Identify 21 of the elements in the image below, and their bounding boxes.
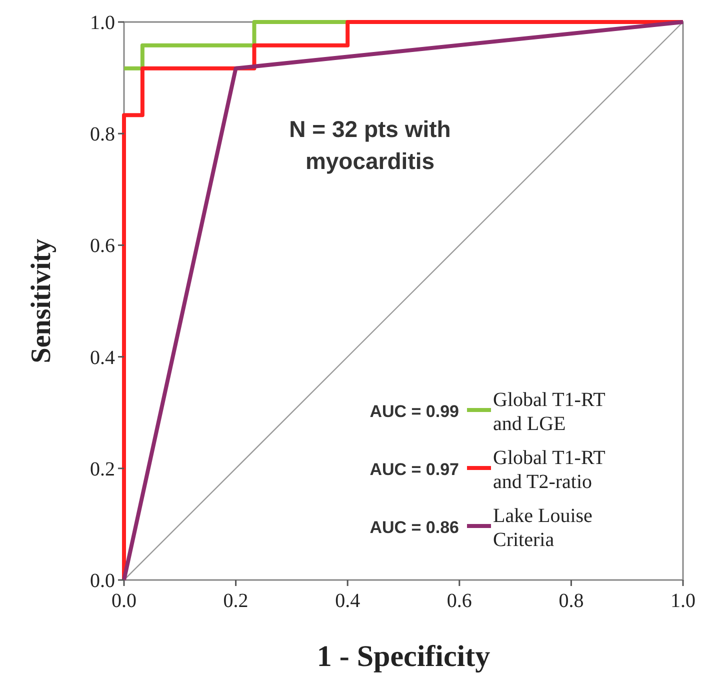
legend-label: Lake Louise Criteria (493, 505, 593, 551)
y-tick-label: 1.0 (90, 12, 115, 34)
x-tick-label: 0.0 (112, 590, 136, 612)
y-axis-title: Sensitivity (26, 238, 57, 364)
annotation: AUC = 0.99 (370, 402, 459, 421)
y-tick-label: 0.4 (90, 346, 115, 369)
x-tick-label: 0.2 (223, 590, 248, 612)
x-tick-label: 0.6 (446, 590, 472, 612)
y-tick-label: 0.2 (90, 458, 115, 480)
annotation: AUC = 0.86 (370, 518, 459, 537)
y-tick-label: 0.8 (90, 124, 115, 146)
x-tick-label: 0.4 (335, 590, 360, 612)
legend-label: Global T1-RT and T2-ratio (493, 447, 606, 493)
y-tick-label: 0.6 (90, 235, 115, 258)
legend-label: Global T1-RT and LGE (493, 389, 606, 435)
annotation: N = 32 pts with myocarditis (289, 116, 451, 174)
x-axis-title: 1 - Specificity (316, 640, 490, 673)
x-tick-label: 1.0 (670, 590, 696, 612)
x-tick-label: 0.8 (558, 590, 584, 612)
annotation: AUC = 0.97 (370, 460, 459, 479)
y-tick-label: 0.0 (90, 570, 115, 592)
